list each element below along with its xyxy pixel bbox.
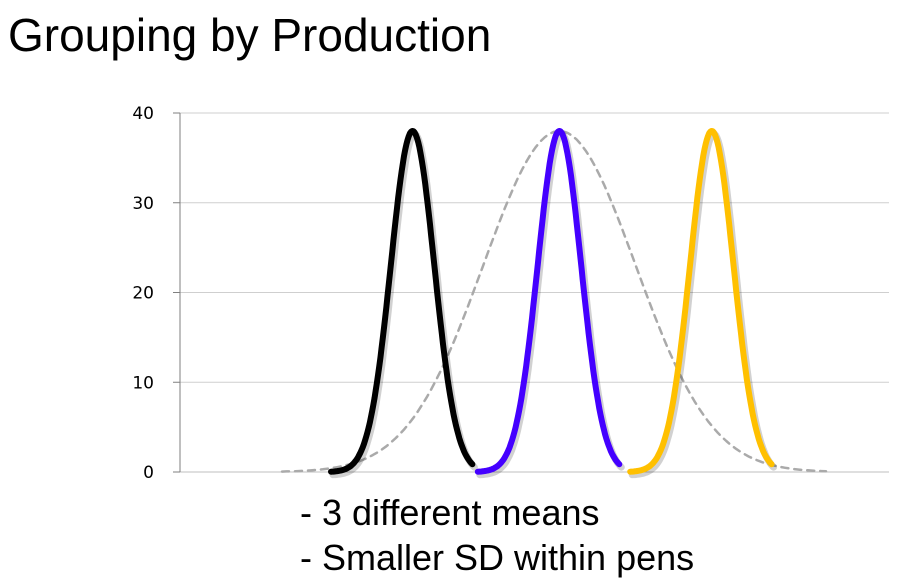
y-tick-label-40: 40 (132, 104, 154, 124)
group-curve-1 (328, 128, 476, 475)
group-curve-2 (474, 128, 623, 475)
series-curves (280, 128, 828, 479)
y-axis: 0 10 20 30 40 (132, 104, 181, 483)
y-tick-label-20: 20 (132, 284, 154, 304)
bullet-list: - 3 different means - Smaller SD within … (300, 490, 694, 580)
y-tick-label-0: 0 (143, 463, 154, 483)
bullet-means: - 3 different means (300, 492, 600, 533)
bullet-sd: - Smaller SD within pens (300, 537, 695, 578)
y-tick-label-30: 30 (132, 194, 154, 214)
group-curve-3 (627, 128, 775, 475)
slide-title: Grouping by Production (8, 9, 492, 61)
overall-distribution-curve (280, 129, 828, 473)
y-tick-label-10: 10 (132, 373, 154, 393)
